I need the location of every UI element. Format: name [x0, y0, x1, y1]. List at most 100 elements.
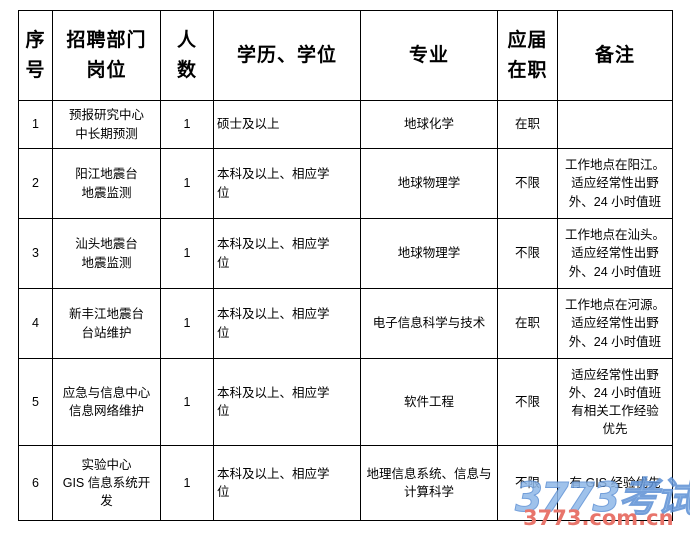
header-seq-line-1: 序 [25, 30, 46, 52]
cell-department-post-lines: 新丰江地震台 台站维护 [56, 305, 157, 341]
cell-education-degree-line-1: 本科及以上、相应学 [217, 237, 330, 252]
header-seq-line-2: 号 [25, 59, 46, 81]
cell-remark-line-2: 外、24 小时值班 [568, 385, 662, 400]
cell-education-degree-line-1: 本科及以上、相应学 [217, 167, 330, 182]
cell-department-post-line-1: 预报研究中心 [68, 108, 144, 123]
cell-department-post-line-2: 中长期预测 [75, 126, 138, 141]
cell-remark: 工作地点在阳江。 适应经常性出野 外、24 小时值班 [557, 148, 673, 219]
cell-department-post-line-2: 地震监测 [81, 185, 132, 200]
header-edu-line-1: 学历、学位 [236, 44, 337, 66]
table-row: 5 应急与信息中心 信息网络维护 1 本科及以上、相应学位软件工程 不限 适应经常性出野 外、… [18, 358, 673, 446]
cell-headcount: 1 [160, 288, 214, 359]
cell-department-post-line-2: GIS 信息系统开 [62, 475, 151, 490]
cell-remark-line-3: 外、24 小时值班 [568, 194, 662, 209]
cell-major-line-1: 电子信息科学与技术 [372, 316, 486, 331]
cell-education-degree-lines: 本科及以上、相应学位 [217, 305, 357, 341]
cell-department-post-line-1: 汕头地震台 [75, 237, 138, 252]
cell-employment-status: 不限 [497, 148, 558, 219]
table-row: 1 预报研究中心 中长期预测 1 硕士及以上 地球化学 在职 [18, 100, 673, 149]
cell-major: 电子信息科学与技术 [360, 288, 498, 359]
cell-sequence-number: 6 [18, 445, 53, 521]
cell-headcount: 1 [160, 218, 214, 289]
cell-major: 地球物理学 [360, 148, 498, 219]
table-row: 4 新丰江地震台 台站维护 1 本科及以上、相应学位电子信息科学与技术 在职 工作地点在河源… [18, 288, 673, 359]
cell-education-degree: 硕士及以上 [213, 100, 361, 149]
cell-remark: 适应经常性出野 外、24 小时值班 有相关工作经验 优先 [557, 358, 673, 446]
table-row: 3 汕头地震台 地震监测 1 本科及以上、相应学位地球物理学 不限 工作地点在汕头。 适应经常… [18, 218, 673, 289]
recruitment-table: 序 号 招聘部门 岗位 人 数 学历、学位 专业 应届 [18, 10, 673, 521]
cell-remark-line-2: 适应经常性出野 [571, 316, 659, 331]
cell-remark-line-1: 有 GIS 经验优先 [569, 475, 661, 490]
cell-headcount: 1 [160, 148, 214, 219]
header-row: 序 号 招聘部门 岗位 人 数 学历、学位 专业 应届 [18, 10, 673, 101]
cell-education-degree-line-1: 本科及以上、相应学 [217, 466, 330, 481]
header-dept-line-2: 岗位 [86, 59, 127, 81]
header-cell-remark: 备注 [557, 10, 673, 101]
cell-department-post-line-2: 信息网络维护 [68, 404, 144, 418]
cell-sequence-number: 1 [18, 100, 53, 149]
cell-major-lines: 地球物理学 [364, 174, 494, 192]
header-cell-major: 专业 [360, 10, 498, 101]
cell-sequence-number: 2 [18, 148, 53, 219]
cell-major-lines: 电子信息科学与技术 [364, 314, 494, 332]
cell-employment-status: 在职 [497, 100, 558, 149]
cell-remark: 工作地点在汕头。 适应经常性出野 外、24 小时值班 [557, 218, 673, 289]
header-cell-employment-status: 应届 在职 [497, 10, 558, 101]
cell-department-post-line-3: 发 [100, 494, 113, 509]
cell-remark [557, 100, 673, 149]
header-num-line-1: 人 [176, 30, 197, 52]
cell-sequence-number: 5 [18, 358, 53, 446]
cell-department-post-lines: 实验中心 GIS 信息系统开发 [56, 456, 157, 510]
cell-education-degree: 本科及以上、相应学位 [213, 148, 361, 219]
cell-education-degree-lines: 本科及以上、相应学位 [217, 384, 357, 420]
cell-remark-lines: 工作地点在河源。 适应经常性出野 外、24 小时值班 [561, 296, 669, 350]
cell-major: 地球化学 [360, 100, 498, 149]
cell-employment-status: 不限 [497, 445, 558, 521]
cell-education-degree-lines: 本科及以上、相应学位 [217, 465, 357, 501]
header-status-line-1: 应届 [507, 30, 548, 52]
cell-department-post-lines: 预报研究中心 中长期预测 [56, 106, 157, 142]
header-cell-education: 学历、学位 [213, 10, 361, 101]
cell-department-post-line-1: 应急与信息中心 [62, 385, 151, 400]
table-row: 6 实验中心 GIS 信息系统开发 1 本科及以上、相应学位地理信息系统、信息与 计算科学… [18, 445, 673, 521]
cell-major-lines: 地理信息系统、信息与 计算科学 [364, 465, 494, 501]
cell-remark-line-3: 有相关工作经验 [571, 404, 659, 418]
header-dept-line-1: 招聘部门 [66, 30, 147, 52]
cell-education-degree-lines: 本科及以上、相应学位 [217, 235, 357, 271]
cell-remark-line-2: 适应经常性出野 [571, 176, 659, 191]
cell-remark-line-2: 适应经常性出野 [571, 246, 659, 261]
header-num-line-2: 数 [176, 59, 197, 81]
header-remark-line-1: 备注 [594, 44, 635, 66]
cell-education-degree: 本科及以上、相应学位 [213, 358, 361, 446]
cell-remark-line-1: 适应经常性出野 [571, 367, 659, 382]
cell-major-lines: 地球物理学 [364, 244, 494, 262]
cell-education-degree-line-2: 位 [217, 255, 230, 270]
header-cell-seq: 序 号 [18, 10, 53, 101]
cell-department-post-line-1: 新丰江地震台 [68, 307, 144, 322]
cell-education-degree-lines: 本科及以上、相应学位 [217, 165, 357, 201]
cell-major-line-1: 地理信息系统、信息与 [366, 466, 492, 481]
cell-major-line-1: 地球物理学 [397, 246, 461, 261]
cell-education-degree: 本科及以上、相应学位 [213, 218, 361, 289]
table-row: 2 阳江地震台 地震监测 1 本科及以上、相应学位地球物理学 不限 工作地点在阳江。 适应经常… [18, 148, 673, 219]
cell-education-degree: 本科及以上、相应学位 [213, 445, 361, 521]
header-cell-headcount: 人 数 [160, 10, 214, 101]
cell-education-degree-line-1: 本科及以上、相应学 [217, 385, 330, 400]
cell-remark-line-1: 工作地点在河源。 [564, 298, 665, 313]
cell-department-post-lines: 汕头地震台 地震监测 [56, 235, 157, 271]
cell-education-degree-line-1: 本科及以上、相应学 [217, 307, 330, 322]
cell-sequence-number: 4 [18, 288, 53, 359]
cell-headcount: 1 [160, 100, 214, 149]
cell-employment-status: 在职 [497, 288, 558, 359]
cell-education-degree-line-2: 位 [217, 404, 230, 418]
cell-major-line-1: 软件工程 [403, 394, 454, 409]
cell-education-degree-line-2: 位 [217, 185, 230, 200]
cell-employment-status: 不限 [497, 358, 558, 446]
cell-remark-lines: 工作地点在汕头。 适应经常性出野 外、24 小时值班 [561, 226, 669, 280]
cell-department-post-lines: 应急与信息中心 信息网络维护 [56, 384, 157, 420]
cell-department-post: 实验中心 GIS 信息系统开发 [52, 445, 161, 521]
cell-headcount: 1 [160, 445, 214, 521]
header-status-line-2: 在职 [507, 59, 548, 81]
header-cell-department: 招聘部门 岗位 [52, 10, 161, 101]
cell-headcount: 1 [160, 358, 214, 446]
